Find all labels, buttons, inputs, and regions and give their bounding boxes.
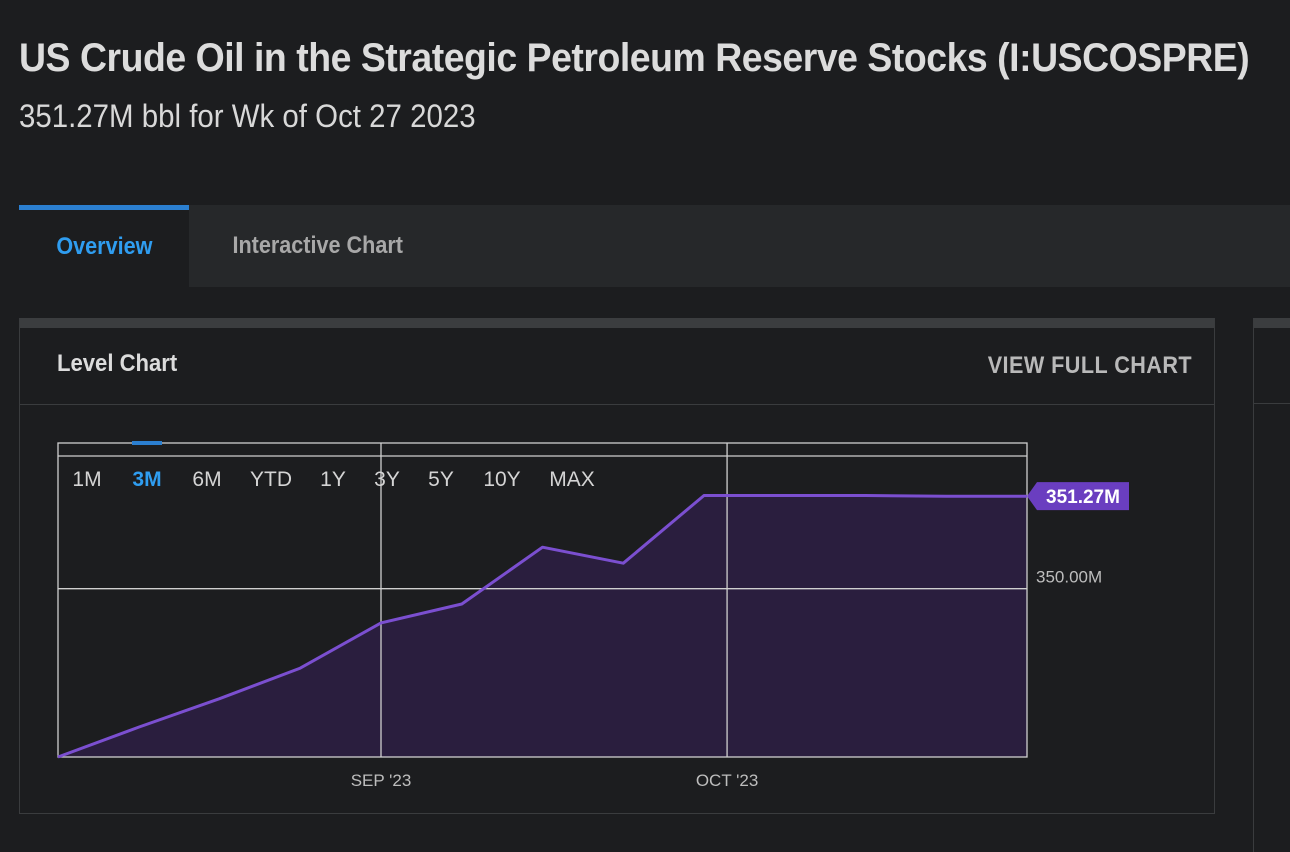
page-subtitle: 351.27M bbl for Wk of Oct 27 2023 <box>19 98 476 134</box>
x-tick-label: SEP '23 <box>351 771 412 790</box>
plot-frame <box>57 442 1028 758</box>
view-full-chart-link[interactable]: VIEW FULL CHART <box>987 352 1192 379</box>
range-button-1y[interactable]: 1Y <box>320 468 346 491</box>
y-tick-label: 350.00M <box>1036 568 1102 587</box>
range-button-6m[interactable]: 6M <box>192 468 221 491</box>
chart-area <box>58 495 1027 757</box>
chart-series <box>57 494 1028 759</box>
tab-interactive-chart-label: Interactive Chart <box>232 232 403 259</box>
range-selector: 1M 3M 6M YTD 1Y 3Y 5Y 10Y MAX <box>72 441 595 491</box>
card-header: Level Chart VIEW FULL CHART <box>20 328 1214 405</box>
page-title: US Crude Oil in the Strategic Petroleum … <box>19 36 1250 80</box>
side-card-divider <box>1254 403 1290 404</box>
tab-interactive-chart[interactable]: Interactive Chart <box>199 205 459 287</box>
last-value-label: 351.27M <box>1046 487 1120 508</box>
tab-bar: Overview Interactive Chart <box>19 205 1290 287</box>
range-button-1m[interactable]: 1M <box>72 468 101 491</box>
card-title: Level Chart <box>57 350 178 377</box>
series-area <box>58 495 1027 757</box>
tab-overview-label: Overview <box>55 233 153 260</box>
x-tick-label: OCT '23 <box>696 771 758 790</box>
range-button-5y[interactable]: 5Y <box>428 468 454 491</box>
last-value-badge: 351.27M <box>1027 482 1129 511</box>
range-button-max[interactable]: MAX <box>549 468 595 491</box>
last-value-badge-shape <box>1027 482 1129 511</box>
axis-labels: SEP '23 OCT '23 350.00M <box>351 568 1102 790</box>
range-button-ytd[interactable]: YTD <box>250 468 292 491</box>
range-button-3y[interactable]: 3Y <box>374 468 400 491</box>
range-active-indicator <box>132 441 162 445</box>
tab-overview[interactable]: Overview <box>19 205 189 287</box>
series-line <box>57 494 1027 759</box>
range-button-3m[interactable]: 3M <box>132 468 161 491</box>
range-button-10y[interactable]: 10Y <box>483 468 520 491</box>
side-card <box>1253 318 1290 852</box>
